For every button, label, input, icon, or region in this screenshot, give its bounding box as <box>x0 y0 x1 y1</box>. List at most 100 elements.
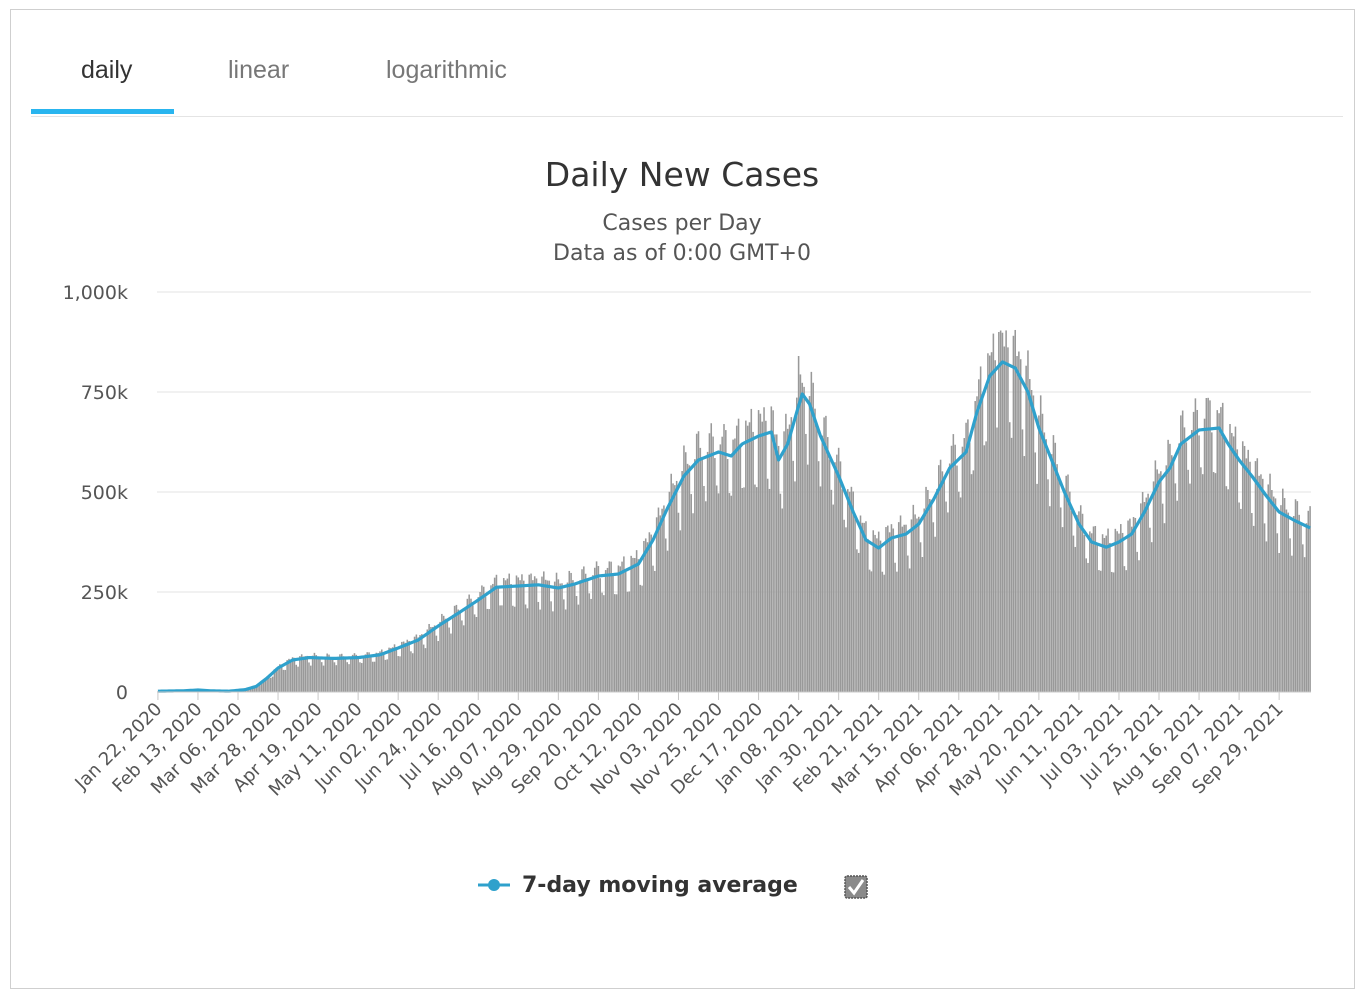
daily-bar <box>344 658 347 692</box>
daily-bar <box>373 661 376 692</box>
daily-bar <box>932 522 935 692</box>
daily-bar <box>1058 477 1060 692</box>
daily-bar <box>679 530 682 692</box>
daily-bar <box>293 657 296 692</box>
daily-bar <box>619 566 622 692</box>
legend[interactable]: 7-day moving average <box>478 873 868 899</box>
daily-bar <box>452 614 454 692</box>
daily-bar <box>262 680 265 692</box>
daily-bar <box>688 465 691 692</box>
daily-bar <box>575 596 578 692</box>
daily-bar <box>761 421 763 692</box>
daily-bar <box>1039 395 1042 692</box>
daily-bar <box>1236 449 1239 692</box>
daily-bar <box>721 436 723 692</box>
daily-bar <box>1163 523 1166 692</box>
tab-daily[interactable]: daily <box>81 56 133 84</box>
daily-bar <box>568 570 571 692</box>
daily-bar <box>1063 488 1066 692</box>
daily-bar <box>473 614 476 692</box>
daily-bar <box>1112 572 1115 692</box>
daily-bar <box>941 471 944 692</box>
daily-bar <box>353 653 356 692</box>
daily-bar <box>490 585 492 692</box>
daily-bar <box>817 461 820 692</box>
daily-bar <box>1047 479 1049 692</box>
daily-bar <box>1114 528 1117 692</box>
daily-bar <box>439 621 441 692</box>
daily-bar <box>497 587 500 692</box>
daily-bar <box>1072 535 1075 692</box>
daily-bar <box>894 562 896 692</box>
daily-bar <box>364 654 367 692</box>
daily-bar <box>737 418 740 692</box>
daily-bar <box>273 669 276 692</box>
daily-bar <box>1234 426 1237 692</box>
daily-bar <box>1183 427 1186 692</box>
daily-bar <box>280 664 283 692</box>
daily-bar <box>1129 518 1131 692</box>
checkbox-checked-icon[interactable] <box>844 875 868 899</box>
daily-bar <box>1014 329 1016 692</box>
daily-bar <box>1187 469 1189 692</box>
daily-bar <box>1090 533 1093 692</box>
daily-bar <box>421 634 423 692</box>
daily-bar <box>324 656 327 692</box>
daily-bar <box>799 374 802 692</box>
daily-bar <box>914 514 916 692</box>
daily-bar <box>741 487 743 692</box>
daily-bar <box>337 657 339 692</box>
daily-bar <box>896 571 898 692</box>
daily-bar <box>1143 502 1146 692</box>
daily-bar <box>388 647 390 692</box>
daily-bar <box>1300 523 1302 692</box>
daily-bar <box>386 659 389 692</box>
daily-bar <box>1019 359 1022 692</box>
daily-bar <box>725 430 727 692</box>
daily-bar <box>979 366 982 692</box>
daily-bar <box>1287 512 1290 692</box>
daily-bar <box>910 519 913 692</box>
daily-bar <box>845 527 847 692</box>
daily-bar <box>965 422 967 692</box>
daily-bar <box>983 445 986 692</box>
daily-bar <box>342 656 345 692</box>
daily-bar <box>659 515 662 692</box>
daily-bar <box>1265 541 1268 692</box>
daily-bar <box>477 597 480 692</box>
daily-bar <box>1260 474 1262 692</box>
daily-bar <box>1241 441 1244 692</box>
daily-bar <box>1192 411 1195 692</box>
daily-bar <box>781 508 784 692</box>
daily-bar <box>1225 486 1228 692</box>
daily-bar <box>1085 558 1087 692</box>
daily-bar <box>564 609 567 692</box>
daily-bar <box>1036 483 1038 692</box>
daily-bar <box>819 486 822 692</box>
daily-bar <box>1191 430 1193 692</box>
daily-bar <box>437 641 439 692</box>
daily-bar <box>1181 410 1184 692</box>
daily-bar <box>1092 526 1095 692</box>
daily-bar <box>632 557 634 692</box>
daily-bar <box>664 538 667 692</box>
daily-bar <box>732 439 734 692</box>
daily-bar <box>970 474 973 692</box>
daily-bar <box>648 532 651 692</box>
daily-bar <box>1043 432 1046 692</box>
tab-linear[interactable]: linear <box>228 56 290 84</box>
tab-logarithmic[interactable]: logarithmic <box>386 56 507 84</box>
daily-bar <box>1218 413 1220 692</box>
daily-bar <box>1272 496 1275 692</box>
daily-bar <box>1150 542 1153 692</box>
daily-bar <box>1229 424 1231 692</box>
daily-bar <box>557 579 560 692</box>
daily-bar <box>1243 445 1246 692</box>
daily-bar <box>435 635 438 692</box>
legend-label[interactable]: 7-day moving average <box>522 873 798 898</box>
daily-bar <box>675 480 678 692</box>
daily-bar <box>928 499 931 692</box>
daily-bar <box>646 542 649 692</box>
daily-bar <box>897 522 900 692</box>
daily-bar <box>441 613 443 692</box>
